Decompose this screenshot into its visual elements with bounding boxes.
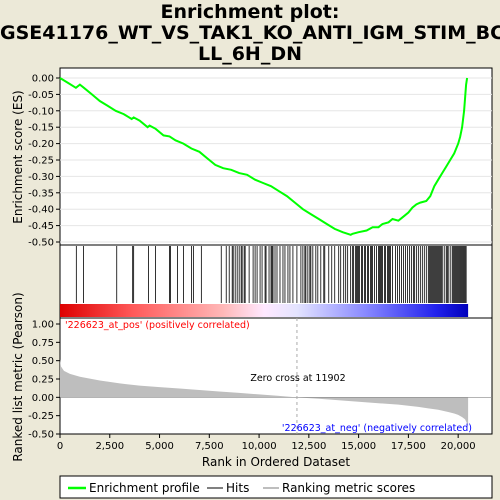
es-y-axis: 0.00 -0.05 -0.10 -0.15 -0.20 -0.25 -0.30 -0.35 -… — [28, 74, 60, 249]
x-axis: 0 2,500 5,000 7,500 10,000 12,500 15,000 17,500… — [57, 434, 476, 452]
metric-y-tick-label: 0.25 — [32, 375, 54, 386]
x-tick-label: 12,500 — [291, 441, 326, 452]
es-y-tick-label: -0.40 — [28, 205, 54, 216]
x-tick-label: 20,000 — [441, 441, 476, 452]
x-tick-label: 0 — [57, 441, 63, 452]
x-tick-label: 17,500 — [391, 441, 426, 452]
es-y-tick-label: -0.10 — [28, 106, 54, 117]
es-y-tick-label: -0.50 — [28, 238, 54, 249]
legend: Enrichment profile Hits Ranking metric s… — [60, 476, 492, 498]
x-tick-label: 2,500 — [95, 441, 124, 452]
metric-y-tick-label: -0.25 — [28, 411, 54, 422]
zero-cross-label: Zero cross at 11902 — [250, 373, 345, 384]
x-tick-label: 7,500 — [195, 441, 224, 452]
metric-y-tick-label: 1.00 — [32, 320, 54, 331]
metric-y-tick-label: -0.50 — [28, 430, 54, 441]
metric-y-tick-label: 0.00 — [32, 393, 54, 404]
es-y-tick-label: -0.25 — [28, 156, 54, 167]
x-tick-label: 5,000 — [145, 441, 174, 452]
metric-y-tick-label: 0.50 — [32, 356, 54, 367]
es-y-axis-label: Enrichment score (ES) — [11, 90, 25, 223]
es-y-tick-label: -0.15 — [28, 123, 54, 134]
metric-y-tick-label: 0.75 — [32, 338, 54, 349]
metric-y-axis: 1.00 0.75 0.50 0.25 0.00 -0.25 -0.50 — [28, 320, 60, 441]
x-tick-label: 10,000 — [242, 441, 277, 452]
es-y-tick-label: 0.00 — [32, 74, 54, 85]
es-y-tick-label: -0.05 — [28, 90, 54, 101]
es-y-tick-label: -0.35 — [28, 188, 54, 199]
metric-y-axis-label: Ranked list metric (Pearson) — [11, 292, 25, 461]
x-axis-label: Rank in Ordered Dataset — [202, 455, 350, 469]
es-y-tick-label: -0.30 — [28, 172, 54, 183]
neg-correlated-label: '226623_at_neg' (negatively correlated) — [282, 423, 472, 434]
es-y-tick-label: -0.45 — [28, 221, 54, 232]
legend-label-hits: Hits — [226, 481, 249, 495]
legend-label-enrichment: Enrichment profile — [89, 481, 200, 495]
es-y-tick-label: -0.20 — [28, 139, 54, 150]
legend-label-metric: Ranking metric scores — [282, 481, 415, 495]
x-tick-label: 15,000 — [341, 441, 376, 452]
ranked-list-color-band — [60, 304, 468, 317]
pos-correlated-label: '226623_at_pos' (positively correlated) — [65, 320, 250, 331]
